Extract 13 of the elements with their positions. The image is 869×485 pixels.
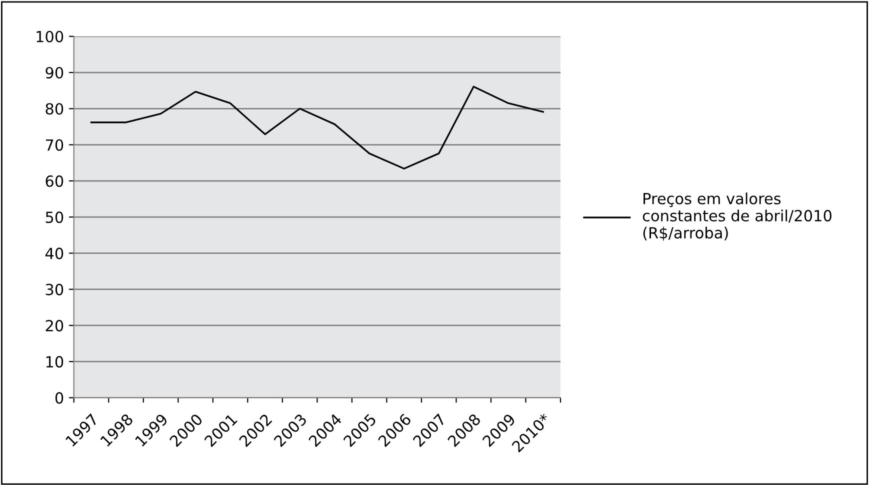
y-tick-label: 40 [45,248,64,260]
y-tick-label: 20 [46,320,64,332]
y-tick-label: 50 [46,212,64,224]
y-tick-label: 70 [46,139,64,151]
y-tick-label: 0 [55,392,64,404]
y-tick-label: 60 [46,175,64,187]
y-tick-label: 90 [46,66,64,79]
y-tick-label: 30 [46,284,64,296]
y-tick-label: 80 [46,103,64,115]
y-tick-label: 100 [36,30,64,42]
y-tick-label: 10 [46,356,64,368]
line-series [90,86,544,170]
legend-label: Preços em valores constantes de abril/2010 (R$/arroba) [642,192,832,241]
